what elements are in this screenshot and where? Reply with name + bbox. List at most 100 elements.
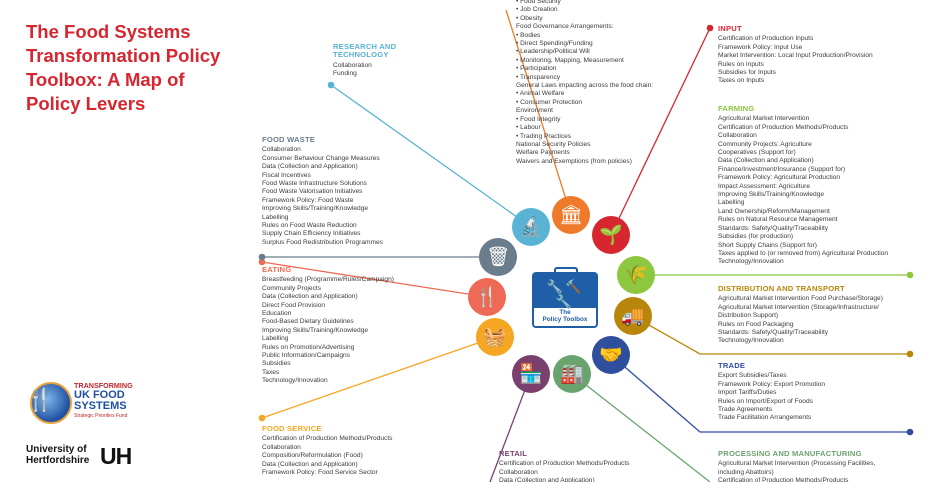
policy-lever-item: General Laws impacting across the food c…: [516, 82, 654, 90]
policy-lever-item: Certification of Production Inputs: [718, 35, 814, 43]
policy-lever-item: Technology/Innovation: [718, 337, 784, 345]
policy-lever-item: Certification of Production Methods/Prod…: [718, 477, 849, 482]
policy-lever-item: Food-Based Dietary Guidelines: [262, 318, 354, 326]
research-block: RESEARCH AND TECHNOLOGY Collaboration Fundi…: [333, 42, 396, 79]
food-waste-block: FOOD WASTE Collaboration Consumer Behaviou…: [262, 135, 383, 247]
policy-lever-item: Taxes on Inputs: [718, 77, 765, 85]
policy-lever-item: Data (Collection and Application): [262, 293, 358, 301]
policy-lever-item: Taxes applied to (or removed from) Agric…: [718, 249, 889, 257]
transforming-uk-food-systems-logo: 🍴 TRANSFORMING UK FOOD SYSTEMS Strategic…: [26, 382, 156, 428]
policy-lever-item: Direct Food Provision: [262, 301, 326, 309]
trade-icon: 🤝: [592, 336, 630, 374]
policy-lever-item: Framework Policy: Food Waste: [262, 196, 354, 204]
policy-lever-item: Collaboration: [262, 146, 301, 154]
policy-lever-item: Certification of Production Methods/Prod…: [262, 435, 393, 443]
policy-lever-item: Food Governance Arrangements:: [516, 23, 614, 31]
connector-line: [571, 373, 711, 482]
policy-lever-item: Data (Collection and Application): [262, 163, 358, 171]
policy-lever-item: Subsidies: [262, 360, 291, 368]
policy-lever-item: Cooperatives (Support for): [718, 149, 796, 157]
policy-lever-item: Labelling: [718, 199, 745, 207]
policy-lever-item: Rules on Natural Resource Management: [718, 216, 838, 224]
policy-lever-item: Community Projects: Agriculture: [718, 140, 812, 148]
policy-lever-item: • Transparency: [516, 73, 561, 81]
policy-lever-item: Framework Policy: Export Promotion: [718, 380, 825, 388]
policy-lever-item: Fiscal Incentives: [262, 171, 311, 179]
policy-lever-item: Trade Facilitation Arrangements: [718, 414, 812, 422]
connector-line: [505, 9, 572, 216]
policy-lever-item: • Job Creation: [516, 6, 558, 14]
policy-lever-item: Waivers and Exemptions (from policies): [516, 157, 632, 165]
policy-lever-item: Community Projects: [262, 284, 321, 292]
policy-lever-item: • Monitoring, Mapping, Measurement: [516, 56, 624, 64]
governance-icon: 🏛: [552, 196, 590, 234]
farming-block: FARMING Agricultural Market Intervention C…: [718, 104, 889, 267]
policy-lever-item: • Labour: [516, 124, 541, 132]
policy-lever-item: Welfare Payments: [516, 149, 570, 157]
policy-lever-item: Framework Policy: Agricultural Productio…: [718, 174, 841, 182]
policy-lever-item: • Leadership/Political Will: [516, 48, 590, 56]
policy-lever-item: Framework Policy: Food Service Sector: [262, 469, 378, 477]
connector-dot: [706, 24, 714, 32]
policy-lever-item: • Food Integrity: [516, 115, 561, 123]
policy-lever-item: • Obesity: [516, 14, 543, 22]
policy-lever-item: Surplus Food Redistribution Programmes: [262, 238, 383, 246]
policy-lever-item: Rules on Inputs: [718, 60, 764, 68]
policy-lever-item: Collaboration: [262, 443, 301, 451]
policy-lever-item: Market Intervention: Local Input Product…: [718, 52, 873, 60]
policy-lever-item: Education: [262, 310, 292, 318]
connector-dot: [906, 271, 914, 279]
connector-dot: [906, 350, 914, 358]
policy-lever-item: Data (Collection and Application): [499, 477, 595, 482]
policy-lever-item: • Food Security: [516, 0, 561, 5]
policy-lever-item: Trade Agreements: [718, 406, 772, 414]
trade-heading: TRADE: [718, 361, 746, 370]
policy-lever-item: Agricultural Market Intervention (Proces…: [718, 460, 876, 468]
policy-lever-item: Data (Collection and Application): [262, 460, 358, 468]
policy-lever-item: Taxes: [262, 368, 280, 376]
farming-heading: FARMING: [718, 104, 755, 113]
policy-lever-item: including Abattoirs): [718, 468, 774, 476]
retail-heading: RETAIL: [499, 449, 528, 458]
policy-lever-item: Rules on Food Packaging: [718, 320, 794, 328]
policy-lever-item: Agricultural Market Intervention: [718, 115, 810, 123]
policy-lever-item: • Participation: [516, 65, 557, 73]
policy-lever-item: Food Waste Infrastructure Solutions: [262, 180, 367, 188]
policy-lever-item: • Trading Practices: [516, 132, 572, 140]
policy-lever-item: Improving Skills/Training/Knowledge: [718, 191, 825, 199]
toolbox-handle: [554, 267, 578, 275]
policy-lever-item: Food Waste Valorisation Initiatives: [262, 188, 363, 196]
eating-heading: EATING: [262, 265, 292, 274]
policy-lever-item: Technology/Innovation: [718, 258, 784, 266]
university-of-hertfordshire-logo: University of Hertfordshire UH: [26, 443, 132, 469]
input-block: INPUT Certification of Production Inputs F…: [718, 24, 873, 86]
policy-lever-item: • Bodies: [516, 31, 541, 39]
policy-lever-item: Rules on Promotion/Advertising: [262, 343, 355, 351]
policy-lever-item: Composition/Reformulation (Food): [262, 452, 363, 460]
policy-lever-item: Collaboration: [718, 132, 757, 140]
policy-toolbox-icon: 🔧🔨🔧 The Policy Toolbox: [532, 267, 598, 328]
connector-line: [261, 336, 496, 419]
policy-lever-item: Standards: Safety/Quality/Traceability: [718, 224, 829, 232]
policy-lever-item: Export Subsidies/Taxes: [718, 372, 787, 380]
connector-dot: [258, 258, 266, 266]
policy-lever-item: Technology/Innovation: [262, 377, 328, 385]
processing-icon: 🏭: [553, 355, 591, 393]
food-service-icon: 🧺: [476, 318, 514, 356]
policy-lever-item: Environment: [516, 107, 554, 115]
connector-dot: [258, 414, 266, 422]
food-service-heading: FOOD SERVICE: [262, 424, 322, 433]
policy-lever-item: Land Ownership/Reform/Management: [718, 207, 830, 215]
policy-lever-item: Rules on Import/Export of Foods: [718, 397, 813, 405]
policy-lever-item: Impact Assessment: Agriculture: [718, 182, 810, 190]
connector-line: [261, 261, 488, 298]
tools-icon: 🔧🔨🔧: [546, 280, 584, 310]
connector-dot: [327, 81, 335, 89]
toolbox-lid: [534, 274, 596, 308]
policy-lever-item: Framework Policy: Input Use: [718, 43, 803, 51]
policy-lever-item: Rules on Food Waste Reduction: [262, 222, 357, 230]
distribution-icon: 🚚: [614, 297, 652, 335]
fork-icon: 🍴: [26, 388, 54, 413]
food-waste-heading: FOOD WASTE: [262, 135, 316, 144]
